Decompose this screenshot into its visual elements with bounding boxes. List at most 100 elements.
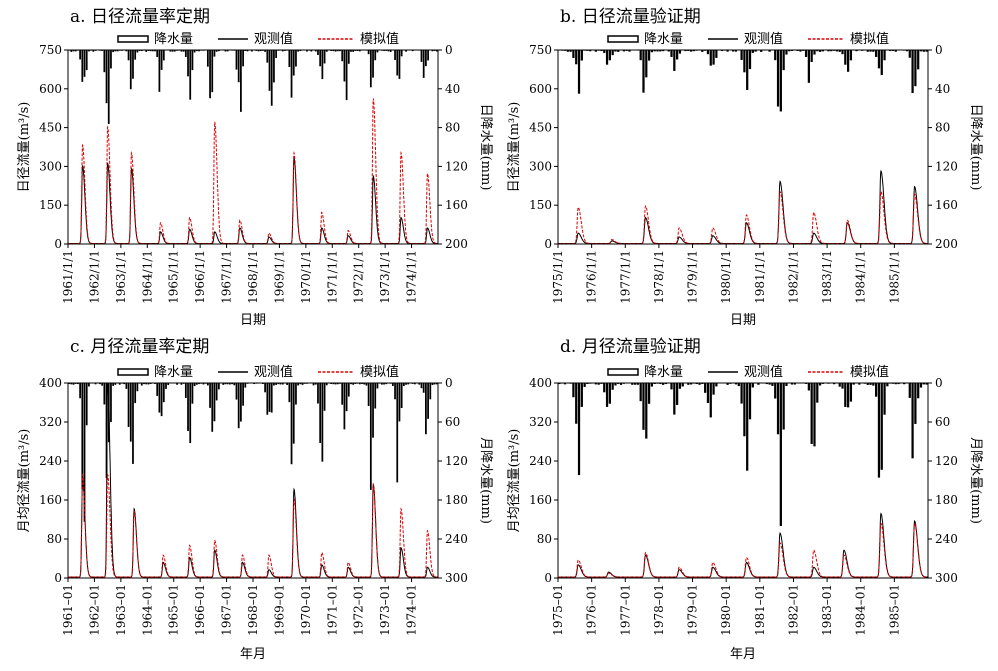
precip-bar: [268, 383, 271, 412]
precip-bar: [242, 50, 244, 67]
y2-tick-label: 0: [445, 43, 453, 57]
precip-bar: [706, 383, 710, 404]
precip-bar: [88, 50, 90, 52]
precip-bar: [877, 50, 881, 69]
precip-bar: [325, 383, 328, 386]
x-tick-label: 1976–01: [585, 584, 599, 636]
precip-bar: [171, 50, 174, 52]
precip-bar: [779, 383, 782, 527]
precip-bar: [343, 383, 346, 430]
precip-bar: [869, 50, 872, 52]
chart-title: a. 日径流量率定期: [70, 7, 210, 27]
precip-bar: [659, 383, 662, 385]
y-tick-label: 0: [544, 237, 552, 251]
precip-bar: [217, 383, 220, 390]
precip-bar: [374, 50, 377, 61]
legend-label-simulated: 模拟值: [850, 31, 889, 47]
y-tick-label: 400: [39, 376, 62, 390]
precip-bar: [103, 383, 106, 405]
precip-bar: [162, 383, 165, 403]
precip-bar: [224, 383, 227, 385]
precip-bar: [268, 50, 271, 91]
precip-bar: [841, 383, 844, 389]
precip-bar: [849, 383, 853, 402]
precip-bar: [922, 383, 925, 385]
precip-bar: [72, 383, 75, 385]
y2-tick-label: 160: [935, 198, 958, 212]
precip-bar: [678, 50, 682, 54]
precip-bar: [173, 50, 176, 52]
legend-label-precip: 降水量: [644, 32, 683, 47]
precip-bar: [754, 50, 757, 52]
precip-bar: [74, 50, 77, 52]
x-tick-label: 1964–01: [140, 584, 154, 636]
precip-bar: [273, 50, 275, 83]
precip-bar: [165, 383, 167, 389]
precip-bar: [816, 383, 819, 403]
precip-bar: [140, 383, 143, 386]
precip-bar: [821, 50, 825, 52]
precip-bar: [659, 50, 662, 52]
precip-bar: [158, 383, 161, 413]
precip-bar: [107, 50, 110, 125]
precip-bar: [734, 383, 738, 385]
precip-bar: [838, 383, 841, 387]
precip-bar: [905, 50, 909, 52]
precip-bar: [336, 383, 339, 385]
y2-tick-label: 60: [445, 415, 460, 429]
y-tick-label: 0: [54, 237, 62, 251]
precip-bar: [732, 50, 735, 52]
precip-bar: [317, 50, 319, 55]
precip-bar: [228, 383, 231, 385]
precip-bar: [235, 383, 238, 400]
precip-bar: [597, 383, 600, 385]
precip-bar: [743, 383, 746, 437]
precip-bar: [209, 50, 211, 99]
precip-bar: [715, 383, 718, 387]
y2-tick-label: 300: [445, 571, 468, 585]
precip-bar: [897, 383, 900, 385]
precip-bar: [577, 383, 581, 476]
precip-bar: [779, 50, 782, 112]
y-tick-label: 600: [529, 82, 552, 96]
precip-bar: [125, 50, 128, 52]
precip-bar: [427, 50, 429, 61]
precip-bar: [341, 383, 344, 405]
precip-bar: [603, 50, 606, 53]
precip-bar: [253, 383, 255, 385]
x-tick-label: 1967/1/1: [220, 250, 234, 304]
precip-bar: [818, 383, 822, 386]
precip-bar: [217, 50, 220, 52]
precip-bar: [919, 50, 923, 52]
precip-bar: [105, 50, 108, 104]
precip-bar: [841, 50, 844, 55]
precip-bar: [345, 383, 348, 412]
y2-tick-label: 180: [935, 493, 958, 507]
precip-bar: [427, 383, 429, 419]
precip-bar: [259, 50, 262, 52]
precip-bar: [132, 383, 134, 464]
precip-bar: [398, 383, 401, 422]
precip-bar: [656, 50, 659, 52]
observed-series-line: [558, 170, 928, 244]
y-tick-label: 400: [529, 376, 552, 390]
precip-bar: [785, 50, 788, 55]
precip-bar: [575, 383, 578, 424]
precip-bar: [642, 50, 645, 93]
plot-frame: [557, 49, 929, 245]
y2-tick-label: 0: [935, 376, 943, 390]
precip-bar: [273, 383, 275, 386]
precip-bar: [147, 50, 150, 52]
precip-bar: [314, 383, 317, 385]
precip-bar: [748, 50, 752, 70]
y2-tick-label: 120: [445, 159, 468, 173]
x-tick-label: 1977/1/1: [618, 250, 632, 304]
precip-bar: [372, 50, 374, 78]
y-axis-label: 月均径流量(m³/s): [17, 429, 32, 533]
x-tick-label: 1975–01: [551, 584, 565, 636]
precip-bar: [673, 50, 676, 71]
precip-bar: [751, 50, 754, 53]
precip-bar: [866, 50, 869, 52]
x-axis-label: 年月: [240, 647, 266, 662]
